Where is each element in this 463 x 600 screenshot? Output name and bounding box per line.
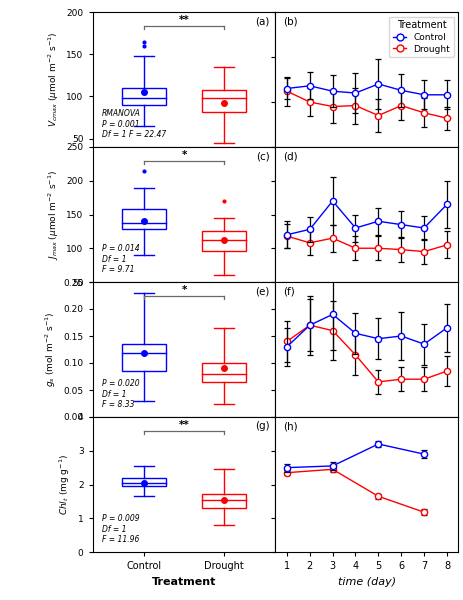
Y-axis label: $V_{cmax}$ ($\mu$mol m$^{-2}$ s$^{-1}$): $V_{cmax}$ ($\mu$mol m$^{-2}$ s$^{-1}$): [46, 32, 61, 127]
Text: *: *: [181, 150, 187, 160]
Y-axis label: $Chl_t$ (mg g$^{-1}$): $Chl_t$ (mg g$^{-1}$): [58, 454, 72, 515]
Bar: [122, 344, 166, 371]
Legend: Control, Drought: Control, Drought: [389, 17, 454, 57]
Text: (f): (f): [283, 286, 294, 296]
Text: (b): (b): [283, 16, 297, 26]
Text: (g): (g): [256, 421, 270, 431]
Text: (c): (c): [256, 151, 270, 161]
Bar: [122, 209, 166, 229]
Text: **: **: [179, 15, 189, 25]
Text: P = 0.009
Df = 1
F = 11.96: P = 0.009 Df = 1 F = 11.96: [102, 514, 139, 544]
Text: RMANOVA
P = 0.001
Df = 1 F = 22.47: RMANOVA P = 0.001 Df = 1 F = 22.47: [102, 109, 166, 139]
Text: P = 0.020
Df = 1
F = 8.33: P = 0.020 Df = 1 F = 8.33: [102, 379, 139, 409]
Bar: [202, 494, 246, 508]
Text: P = 0.014
Df = 1
F = 9.71: P = 0.014 Df = 1 F = 9.71: [102, 244, 139, 274]
Text: **: **: [179, 420, 189, 430]
Bar: [122, 478, 166, 486]
Text: (h): (h): [283, 421, 297, 431]
Text: (a): (a): [256, 16, 270, 26]
Y-axis label: $g_s$ (mol m$^{-2}$ s$^{-1}$): $g_s$ (mol m$^{-2}$ s$^{-1}$): [44, 312, 58, 387]
Bar: [202, 91, 246, 112]
Y-axis label: $J_{max}$ ($\mu$mol m$^{-2}$ s$^{-1}$): $J_{max}$ ($\mu$mol m$^{-2}$ s$^{-1}$): [46, 169, 61, 260]
Bar: [202, 232, 246, 251]
X-axis label: Treatment: Treatment: [152, 577, 216, 587]
Text: *: *: [181, 285, 187, 295]
X-axis label: time (day): time (day): [338, 577, 396, 587]
Bar: [122, 88, 166, 105]
Text: (e): (e): [256, 286, 270, 296]
Text: (d): (d): [283, 151, 297, 161]
Bar: [202, 363, 246, 382]
